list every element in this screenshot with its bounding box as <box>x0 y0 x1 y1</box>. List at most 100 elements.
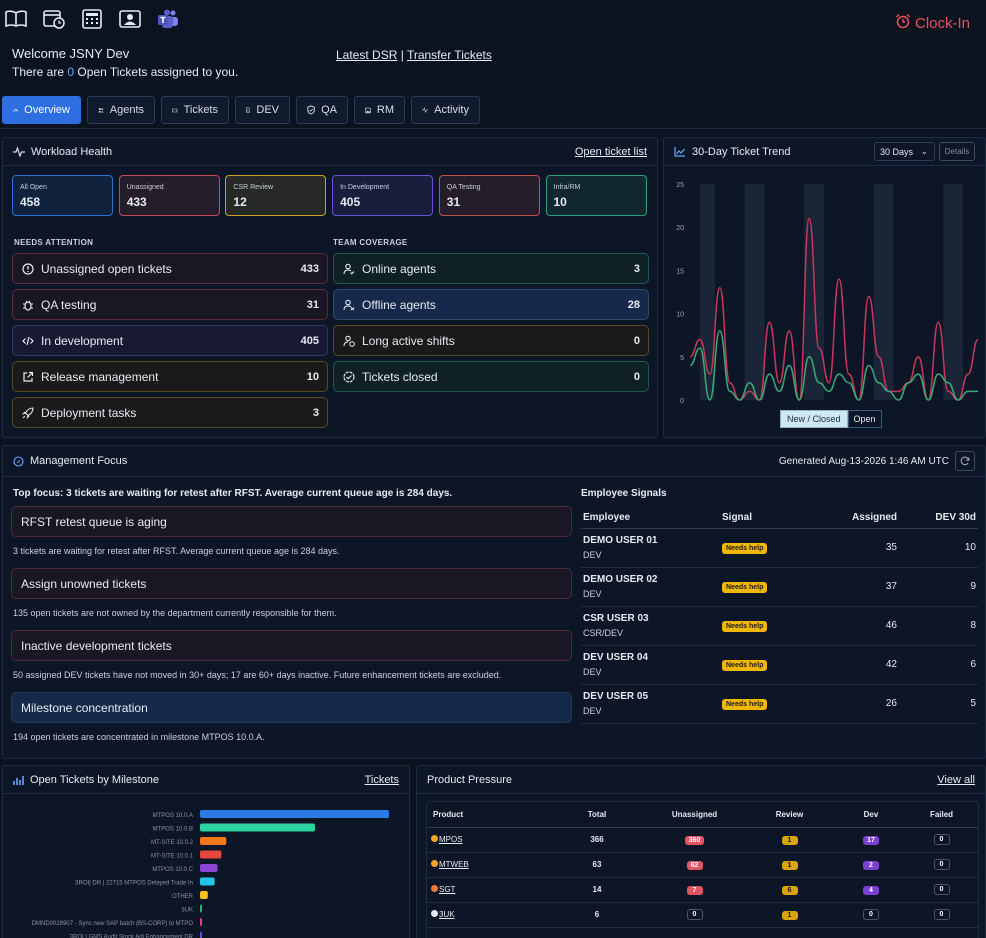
rocket-icon <box>21 406 35 419</box>
product-link[interactable]: SGT <box>439 885 456 894</box>
bug-icon <box>21 299 35 311</box>
trend-header: 30-Day Ticket Trend 30 Days ⌄ Details <box>664 138 985 166</box>
milestone-bar[interactable] <box>200 877 215 886</box>
milestone-bar[interactable] <box>200 810 389 818</box>
book-icon[interactable] <box>4 8 28 30</box>
stat-label: CSR Review <box>233 184 274 191</box>
table-row[interactable]: 3UK 6 0 1 0 0 <box>427 902 978 928</box>
tab-tickets[interactable]: Tickets <box>161 96 229 124</box>
milestone-bar[interactable] <box>200 891 208 899</box>
coverage-online-agents[interactable]: Online agents 3 <box>333 253 649 284</box>
employee-dept: DEV <box>583 550 602 560</box>
attention-unassigned[interactable]: Unassigned open tickets 433 <box>12 253 328 284</box>
focus-desc-assign: 135 open tickets are not owned by the de… <box>13 608 337 618</box>
milestones-tickets-link[interactable]: Tickets <box>364 773 399 786</box>
col-unassigned: Unassigned <box>647 802 742 828</box>
col-signal: Signal <box>720 507 820 529</box>
series-line-0 <box>689 217 979 401</box>
review-cell: 1 <box>742 827 837 853</box>
attention-release-management[interactable]: Release management 10 <box>12 361 328 392</box>
stat-label: Unassigned <box>126 184 164 191</box>
employee-dept: DEV <box>583 706 602 716</box>
stat-card-1[interactable]: Unassigned 433 <box>118 175 220 216</box>
milestone-bar[interactable] <box>200 931 202 938</box>
coverage-long-active-shifts[interactable]: Long active shifts 0 <box>333 325 649 356</box>
table-row[interactable]: DEV USER 04 DEV Needs help 42 6 <box>581 645 978 685</box>
focus-item-assign[interactable]: Assign unowned tickets <box>11 568 572 599</box>
latest-dsr-link[interactable]: Latest DSR <box>336 48 398 62</box>
team-coverage-heading: TEAM COVERAGE <box>333 238 408 247</box>
range-select[interactable]: 30 Days ⌄ <box>874 142 935 161</box>
attention-deployment-tasks[interactable]: Deployment tasks 3 <box>12 397 328 428</box>
tab-rm[interactable]: RM <box>354 96 405 124</box>
stat-card-3[interactable]: In Development 405 <box>332 175 434 216</box>
employee-dept: CSR/DEV <box>583 628 624 638</box>
milestone-bar[interactable] <box>200 850 222 859</box>
focus-item-rfst[interactable]: RFST retest queue is aging <box>11 506 572 537</box>
stat-card-4[interactable]: QA Testing 31 <box>438 175 540 216</box>
failed-cell: 0 <box>905 852 978 878</box>
dev-cell: 17 <box>837 827 905 853</box>
tab-agents[interactable]: Agents <box>87 96 155 124</box>
legend-new-closed[interactable]: New / Closed <box>780 410 848 428</box>
milestone-bar[interactable] <box>200 837 227 845</box>
legend-open[interactable]: Open <box>847 410 882 428</box>
focus-desc-rfst: 3 tickets are waiting for retest after R… <box>13 546 340 556</box>
tab-activity[interactable]: Activity <box>411 96 480 124</box>
calendar-clock-icon[interactable] <box>42 8 66 30</box>
transfer-tickets-link[interactable]: Transfer Tickets <box>406 48 492 62</box>
users-icon <box>98 107 104 113</box>
milestone-bar[interactable] <box>200 904 202 913</box>
product-link[interactable]: 3UK <box>439 910 455 919</box>
attention-in-development[interactable]: In development 405 <box>12 325 328 356</box>
product-table-frame <box>426 801 979 938</box>
dev-cell: 0 <box>837 902 905 928</box>
product-dot <box>431 885 438 892</box>
unassigned-badge: 7 <box>686 885 703 895</box>
product-link[interactable]: MPOS <box>439 835 463 844</box>
dev30-cell: 8 <box>899 606 978 646</box>
clock-in-button[interactable]: Clock-In <box>895 13 970 33</box>
stat-value: 433 <box>126 195 147 209</box>
dev-badge: 4 <box>863 885 879 895</box>
milestone-bar[interactable] <box>200 918 202 926</box>
open-ticket-list-link[interactable]: Open ticket list <box>574 145 647 158</box>
unassigned-cell: 7 <box>647 877 742 903</box>
tab-qa[interactable]: QA <box>296 96 348 124</box>
teams-icon[interactable] <box>156 8 180 30</box>
milestone-bar[interactable] <box>200 823 315 832</box>
unassigned-badge: 62 <box>686 860 703 870</box>
stat-card-0[interactable]: All Open 458 <box>12 175 113 216</box>
category-label: 3UK <box>181 908 193 914</box>
category-label: MTPOS 10.0.C <box>152 867 193 873</box>
table-row[interactable]: DEMO USER 01 DEV Needs help 35 10 <box>581 528 978 568</box>
focus-item-inactive-dev[interactable]: Inactive development tickets <box>11 630 572 661</box>
calculator-icon[interactable] <box>80 8 104 30</box>
milestone-bar[interactable] <box>200 864 218 872</box>
attention-qa-testing[interactable]: QA testing 31 <box>12 289 328 320</box>
table-row[interactable]: MPOS 366 360 1 17 0 <box>427 827 978 853</box>
stat-card-5[interactable]: Infra/RM 10 <box>545 175 647 216</box>
details-button[interactable]: Details <box>939 142 975 161</box>
table-row[interactable]: CSR USER 03 CSR/DEV Needs help 46 8 <box>581 606 978 646</box>
view-all-link[interactable]: View all <box>937 773 975 786</box>
table-row[interactable]: SGT 14 7 6 4 0 <box>427 877 978 903</box>
refresh-button[interactable] <box>955 451 975 471</box>
user-check-icon <box>342 263 356 275</box>
focus-item-milestone[interactable]: Milestone concentration <box>11 692 572 723</box>
product-link[interactable]: MTWEB <box>439 860 469 869</box>
id-card-icon[interactable] <box>118 8 142 30</box>
main-tabs: Overview Agents Tickets DEV QA RM Activi… <box>2 96 480 124</box>
tab-overview[interactable]: Overview <box>2 96 81 124</box>
coverage-tickets-closed[interactable]: Tickets closed 0 <box>333 361 649 392</box>
tab-dev[interactable]: DEV <box>235 96 290 124</box>
coverage-offline-agents[interactable]: Offline agents 28 <box>333 289 649 320</box>
refresh-icon <box>960 456 970 466</box>
stat-card-2[interactable]: CSR Review 12 <box>225 175 327 216</box>
ticket-icon <box>172 108 178 112</box>
table-row[interactable]: DEV USER 05 DEV Needs help 26 5 <box>581 684 978 724</box>
table-row[interactable]: MTWEB 63 62 1 2 0 <box>427 852 978 878</box>
table-row[interactable]: DEMO USER 02 DEV Needs help 37 9 <box>581 567 978 607</box>
assigned-cell: 42 <box>820 645 899 685</box>
focus-desc-inactive-dev: 50 assigned DEV tickets have not moved i… <box>13 670 502 680</box>
